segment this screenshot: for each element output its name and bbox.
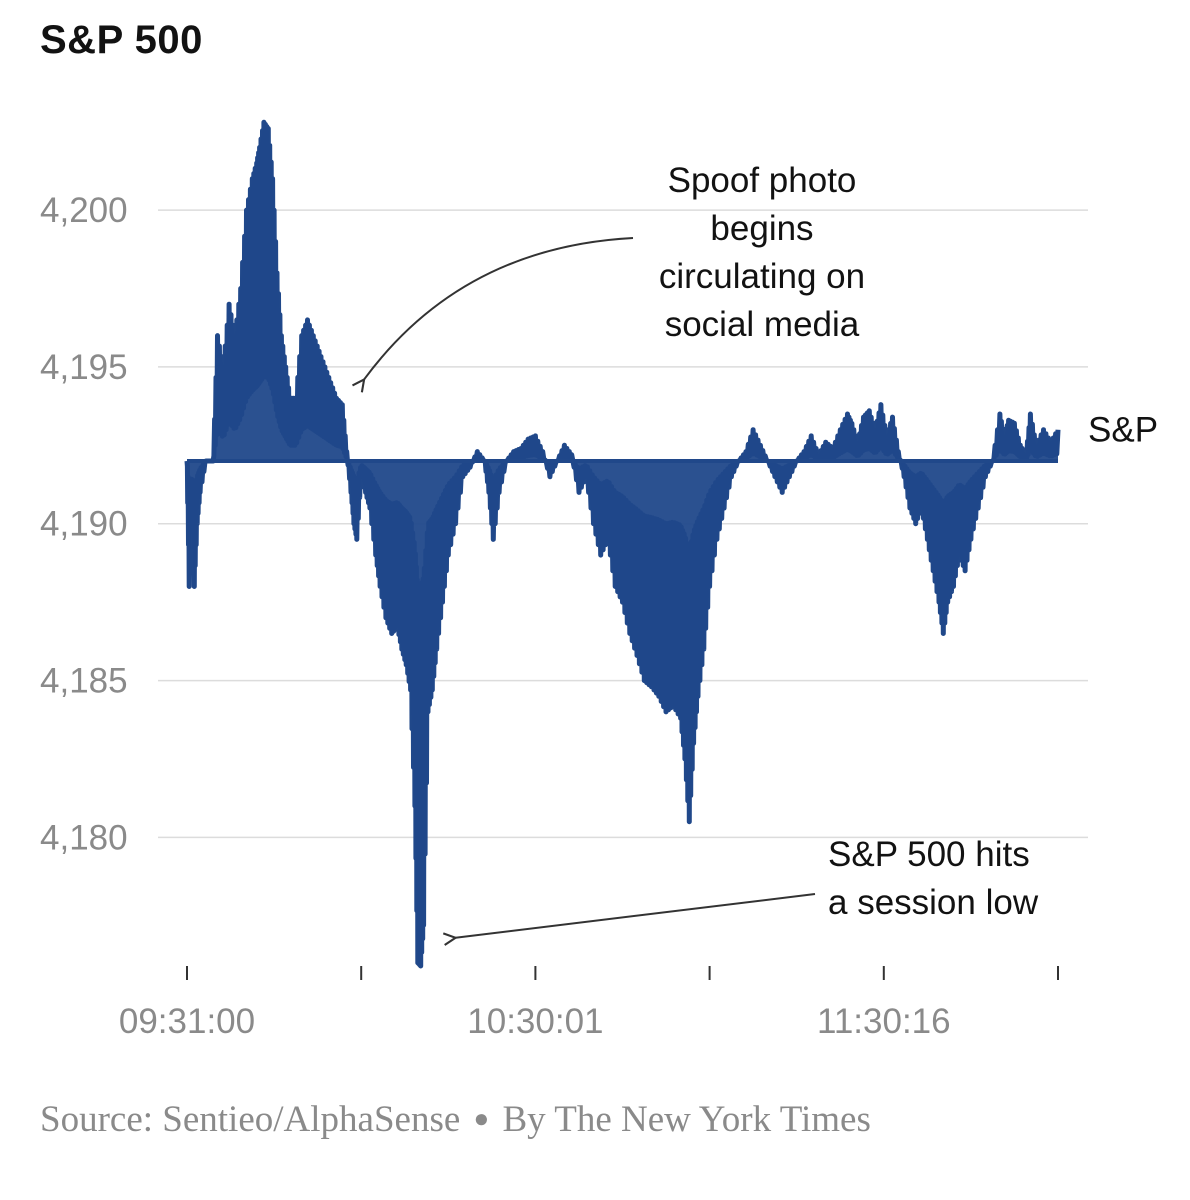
annotation-low-line: a session low — [828, 883, 1039, 922]
x-axis: 09:31:00 10:30:01 11:30:16 — [119, 966, 1059, 1041]
x-tick-label: 09:31:00 — [119, 1002, 255, 1041]
x-tick-label: 11:30:16 — [817, 1002, 951, 1041]
chart-canvas: 4,180 4,185 4,190 4,195 4,200 S&P 09:31:00 10… — [40, 119, 1158, 1041]
y-tick-label: 4,195 — [40, 348, 128, 387]
annotation-spoof-line: social media — [665, 305, 860, 344]
separator-dot: ● — [473, 1104, 490, 1133]
y-tick-label: 4,190 — [40, 505, 128, 544]
y-tick-label: 4,180 — [40, 818, 128, 857]
annotations: Spoof photo begins circulating on social me… — [364, 161, 1039, 938]
source-credit: Source: Sentieo/AlphaSense ● By The New … — [40, 1098, 871, 1141]
y-tick-label: 4,185 — [40, 662, 128, 701]
x-tick-label: 10:30:01 — [467, 1002, 603, 1041]
series-label-sp: S&P — [1088, 411, 1158, 450]
annotation-spoof-line: Spoof photo — [668, 161, 857, 200]
y-axis-labels: 4,180 4,185 4,190 4,195 4,200 — [40, 191, 128, 857]
annotation-arrow-low — [456, 893, 816, 938]
byline: By The New York Times — [502, 1099, 871, 1140]
annotation-arrow-spoof — [364, 237, 634, 379]
annotation-spoof-line: circulating on — [659, 257, 865, 296]
annotation-spoof-line: begins — [710, 209, 813, 248]
series-area-sp — [187, 122, 1058, 967]
annotation-low-line: S&P 500 hits — [828, 835, 1030, 874]
chart-title: S&P 500 — [40, 18, 203, 62]
series-layer: S&P — [184, 119, 1158, 969]
y-tick-label: 4,200 — [40, 191, 128, 230]
source-text: Source: Sentieo/AlphaSense — [40, 1099, 461, 1140]
